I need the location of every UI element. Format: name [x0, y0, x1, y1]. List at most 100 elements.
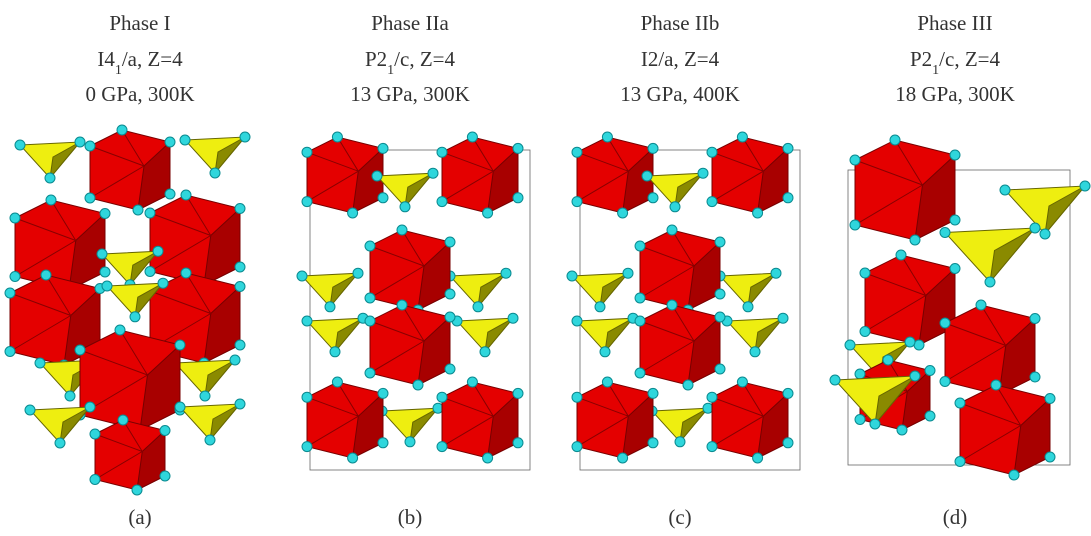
- space-group: P21/c, Z=4: [365, 47, 456, 78]
- atom: [635, 293, 645, 303]
- atom: [783, 193, 793, 203]
- atom: [513, 193, 523, 203]
- atom: [240, 132, 250, 142]
- atom: [160, 426, 170, 436]
- atom: [85, 402, 95, 412]
- atom: [1045, 394, 1055, 404]
- space-group-part: I4: [97, 47, 115, 71]
- conditions: 0 GPa, 300K: [85, 82, 194, 106]
- panel-label: (a): [128, 505, 151, 529]
- atom: [602, 132, 612, 142]
- panel: Phase I I41/a, Z=4 0 GPa, 300K (a): [5, 11, 250, 529]
- atom: [165, 137, 175, 147]
- atom: [950, 150, 960, 160]
- atom: [683, 380, 693, 390]
- atom: [670, 202, 680, 212]
- atom: [1009, 470, 1019, 480]
- space-group-part: 1: [387, 63, 394, 78]
- atom: [1000, 185, 1010, 195]
- atom: [635, 241, 645, 251]
- atom: [158, 278, 168, 288]
- atom: [145, 267, 155, 277]
- atom: [955, 398, 965, 408]
- atom: [65, 391, 75, 401]
- page: Phase II41/a, Z=40 GPa, 300K(a)Phase IIa…: [0, 0, 1091, 536]
- space-group: I41/a, Z=4: [97, 47, 183, 78]
- atom: [483, 208, 493, 218]
- atom: [513, 143, 523, 153]
- atom: [991, 380, 1001, 390]
- atom: [483, 453, 493, 463]
- atom: [910, 371, 920, 381]
- atom: [985, 277, 995, 287]
- atom: [715, 364, 725, 374]
- atom: [132, 485, 142, 495]
- atom: [648, 438, 658, 448]
- atom: [230, 355, 240, 365]
- panel-label: (d): [943, 505, 968, 529]
- structure: [5, 125, 250, 495]
- atom: [10, 272, 20, 282]
- atom: [707, 147, 717, 157]
- atom: [618, 453, 628, 463]
- atom: [153, 246, 163, 256]
- conditions: 18 GPa, 300K: [895, 82, 1015, 106]
- atom: [181, 190, 191, 200]
- atom: [1045, 452, 1055, 462]
- atom: [378, 438, 388, 448]
- atom: [778, 313, 788, 323]
- atom: [365, 241, 375, 251]
- atom: [400, 202, 410, 212]
- atom: [950, 264, 960, 274]
- phase-title: Phase III: [917, 11, 992, 35]
- atom: [513, 388, 523, 398]
- atom: [100, 209, 110, 219]
- space-group: P21/c, Z=4: [910, 47, 1001, 78]
- panel-label: (b): [398, 505, 423, 529]
- atom: [648, 388, 658, 398]
- atom: [235, 399, 245, 409]
- atom: [572, 442, 582, 452]
- atom: [1030, 314, 1040, 324]
- panel: Phase III P21/c, Z=4 18 GPa, 300K (d): [830, 11, 1090, 529]
- atom: [160, 471, 170, 481]
- structure: [830, 135, 1090, 480]
- atom: [753, 453, 763, 463]
- atom: [473, 302, 483, 312]
- atom: [1080, 181, 1090, 191]
- atom: [378, 388, 388, 398]
- atom: [743, 302, 753, 312]
- space-group-part: I2/a, Z=4: [641, 47, 720, 71]
- atom: [302, 392, 312, 402]
- atom: [5, 347, 15, 357]
- atom: [707, 392, 717, 402]
- atom: [15, 140, 25, 150]
- atom: [25, 405, 35, 415]
- atom: [667, 225, 677, 235]
- atom: [648, 143, 658, 153]
- atom: [133, 205, 143, 215]
- atom: [200, 391, 210, 401]
- phase-title: Phase I: [109, 11, 170, 35]
- atom: [302, 147, 312, 157]
- atom: [914, 340, 924, 350]
- atom: [46, 195, 56, 205]
- atom: [467, 377, 477, 387]
- atom: [378, 193, 388, 203]
- atom: [698, 168, 708, 178]
- atom: [118, 415, 128, 425]
- atom: [635, 316, 645, 326]
- atom: [437, 147, 447, 157]
- atom: [332, 132, 342, 142]
- atom: [325, 302, 335, 312]
- structure: [297, 132, 530, 470]
- atom: [365, 368, 375, 378]
- space-group-part: /a, Z=4: [122, 47, 183, 71]
- atom: [235, 262, 245, 272]
- atom: [850, 220, 860, 230]
- atom: [897, 425, 907, 435]
- atom: [771, 268, 781, 278]
- atom: [940, 228, 950, 238]
- atom: [348, 208, 358, 218]
